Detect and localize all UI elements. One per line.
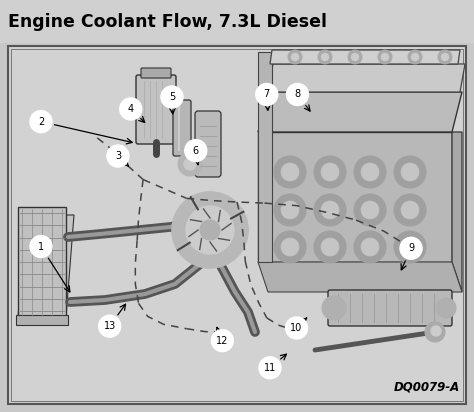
Text: 3: 3 [115, 151, 121, 161]
Polygon shape [258, 52, 272, 262]
Circle shape [274, 231, 306, 263]
Circle shape [107, 145, 129, 167]
Circle shape [354, 194, 386, 226]
Circle shape [322, 296, 346, 320]
Circle shape [161, 86, 183, 108]
Polygon shape [270, 50, 460, 64]
Circle shape [400, 237, 422, 259]
Circle shape [318, 50, 332, 64]
Circle shape [184, 158, 196, 170]
Circle shape [354, 156, 386, 188]
Polygon shape [258, 262, 462, 292]
Text: 12: 12 [216, 336, 228, 346]
Circle shape [321, 201, 339, 219]
Circle shape [120, 98, 142, 120]
FancyBboxPatch shape [195, 111, 221, 177]
Circle shape [314, 231, 346, 263]
Circle shape [259, 357, 281, 379]
Circle shape [281, 201, 299, 219]
FancyBboxPatch shape [8, 46, 466, 404]
Circle shape [286, 84, 309, 105]
Circle shape [394, 156, 426, 188]
FancyBboxPatch shape [136, 75, 176, 144]
Text: 8: 8 [294, 89, 301, 99]
Text: Engine Coolant Flow, 7.3L Diesel: Engine Coolant Flow, 7.3L Diesel [8, 13, 327, 31]
Circle shape [285, 317, 308, 339]
Circle shape [292, 54, 299, 61]
Circle shape [314, 156, 346, 188]
FancyBboxPatch shape [16, 315, 68, 325]
Text: 6: 6 [193, 145, 199, 156]
Text: 13: 13 [103, 321, 116, 331]
Circle shape [172, 192, 248, 268]
Circle shape [354, 231, 386, 263]
Circle shape [211, 330, 233, 352]
Circle shape [178, 152, 202, 176]
Circle shape [200, 220, 220, 240]
Circle shape [274, 194, 306, 226]
FancyBboxPatch shape [328, 290, 452, 326]
Circle shape [321, 238, 339, 256]
Polygon shape [258, 92, 462, 132]
Text: 1: 1 [38, 241, 44, 252]
Circle shape [186, 206, 234, 254]
Text: 10: 10 [291, 323, 303, 333]
Polygon shape [258, 132, 452, 262]
Circle shape [394, 194, 426, 226]
Text: 2: 2 [38, 117, 44, 126]
Circle shape [30, 236, 52, 258]
Text: 7: 7 [264, 89, 270, 99]
Text: 4: 4 [128, 104, 134, 114]
Circle shape [382, 54, 389, 61]
FancyBboxPatch shape [141, 68, 171, 78]
Circle shape [425, 322, 445, 342]
Circle shape [321, 54, 328, 61]
Circle shape [30, 111, 52, 133]
Circle shape [348, 50, 362, 64]
Circle shape [281, 163, 299, 181]
Polygon shape [18, 215, 74, 317]
Circle shape [411, 54, 419, 61]
Circle shape [185, 140, 207, 162]
Circle shape [408, 50, 422, 64]
Circle shape [274, 156, 306, 188]
Polygon shape [452, 132, 462, 292]
Circle shape [436, 298, 456, 318]
Circle shape [314, 194, 346, 226]
Circle shape [352, 54, 358, 61]
Circle shape [401, 163, 419, 181]
Circle shape [401, 238, 419, 256]
Circle shape [361, 238, 379, 256]
Circle shape [288, 50, 302, 64]
Circle shape [438, 50, 452, 64]
FancyBboxPatch shape [18, 207, 66, 317]
Circle shape [361, 163, 379, 181]
Circle shape [431, 326, 441, 336]
Circle shape [256, 84, 278, 105]
Circle shape [441, 54, 448, 61]
Circle shape [321, 163, 339, 181]
Polygon shape [268, 64, 465, 92]
FancyBboxPatch shape [173, 100, 191, 156]
Text: 5: 5 [169, 92, 175, 102]
Circle shape [361, 201, 379, 219]
Text: 9: 9 [408, 243, 414, 253]
Text: 11: 11 [264, 363, 276, 373]
Text: DQ0079-A: DQ0079-A [394, 381, 460, 394]
Circle shape [99, 315, 121, 337]
Circle shape [394, 231, 426, 263]
Circle shape [281, 238, 299, 256]
Circle shape [401, 201, 419, 219]
Circle shape [378, 50, 392, 64]
